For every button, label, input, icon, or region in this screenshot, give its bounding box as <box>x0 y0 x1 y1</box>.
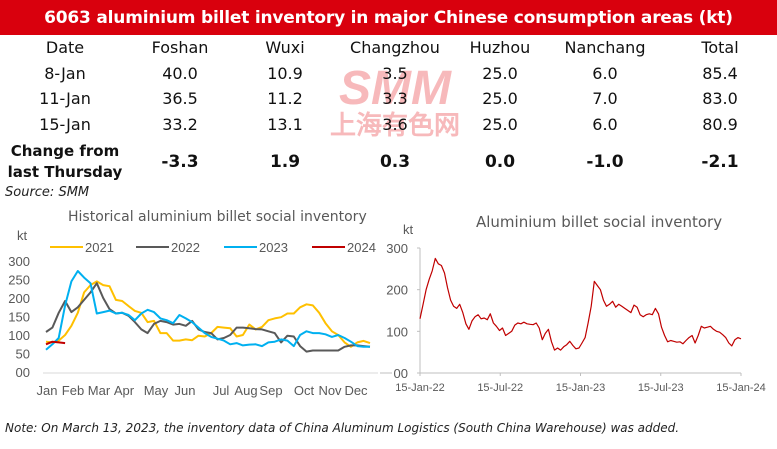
right-y-tick-label: 00 <box>394 366 408 381</box>
series-line-2023 <box>45 270 370 351</box>
left-x-tick-label: Nov <box>318 383 342 398</box>
left-x-tick-label: Sep <box>259 383 282 398</box>
table-row: 11-Jan 36.5 11.2 3.3 25.0 7.0 83.0 <box>0 89 777 113</box>
cell-huzhou: 25.0 <box>482 64 518 83</box>
left-x-tick-label: Jan <box>37 383 58 398</box>
series-line-2022 <box>45 282 371 353</box>
left-y-tick-label: 300 <box>8 254 30 269</box>
right-y-tick-label: 100 <box>386 324 408 339</box>
header-date: Date <box>45 38 85 57</box>
header-nanchang: Nanchang <box>564 38 646 57</box>
left-chart-title: Historical aluminium billet social inven… <box>68 209 367 225</box>
left-x-tick-label: Jun <box>175 383 196 398</box>
cell-wuxi: 11.2 <box>267 89 303 108</box>
right-series-line <box>419 257 742 351</box>
cell-date: 8-Jan <box>44 64 86 83</box>
cell-huzhou: 25.0 <box>482 89 518 108</box>
left-y-tick-label: 100 <box>8 328 30 343</box>
left-x-tick-label: Dec <box>344 383 368 398</box>
left-y-tick-label: 150 <box>8 310 30 325</box>
table-header-row: Date Foshan Wuxi Changzhou Huzhou Nancha… <box>0 38 777 62</box>
header-changzhou: Changzhou <box>350 38 440 57</box>
change-foshan: -3.3 <box>161 152 199 172</box>
series-line-2024 <box>45 340 66 346</box>
right-chart-title: Aluminium billet social inventory <box>476 213 723 231</box>
cell-changzhou: 3.3 <box>382 89 408 108</box>
cell-foshan: 36.5 <box>162 89 198 108</box>
legend-label-2021: 2021 <box>85 240 114 255</box>
left-x-tick-label: Jul <box>213 383 230 398</box>
change-nanchang: -1.0 <box>586 152 624 172</box>
left-x-tick-label: Oct <box>294 383 315 398</box>
cell-total: 80.9 <box>702 115 738 134</box>
left-x-tick-label: Mar <box>88 383 111 398</box>
cell-huzhou: 25.0 <box>482 115 518 134</box>
series-line-2021 <box>45 280 371 348</box>
header-wuxi: Wuxi <box>265 38 305 57</box>
left-y-tick-label: 50 <box>16 347 30 362</box>
table-row: 8-Jan 40.0 10.9 3.5 25.0 6.0 85.4 <box>0 64 777 88</box>
change-label-line2: last Thursday <box>7 163 123 181</box>
change-total: -2.1 <box>701 152 739 172</box>
footnote: Note: On March 13, 2023, the inventory d… <box>5 421 680 435</box>
change-wuxi: 1.9 <box>269 152 301 172</box>
cell-total: 83.0 <box>702 89 738 108</box>
change-label-line1: Change from <box>10 142 120 160</box>
right-x-tick-label: 15-Jan-22 <box>395 382 445 394</box>
legend-label-2024: 2024 <box>347 240 376 255</box>
table-row: 15-Jan 33.2 13.1 3.6 25.0 6.0 80.9 <box>0 115 777 139</box>
right-y-axis-label: kt <box>403 222 414 237</box>
cell-wuxi: 13.1 <box>267 115 303 134</box>
cell-date: 15-Jan <box>39 115 91 134</box>
left-y-tick-label: 250 <box>8 273 30 288</box>
left-x-tick-label: Feb <box>62 383 84 398</box>
legend-label-2022: 2022 <box>171 240 200 255</box>
cell-foshan: 40.0 <box>162 64 198 83</box>
change-huzhou: 0.0 <box>484 152 516 172</box>
cell-wuxi: 10.9 <box>267 64 303 83</box>
change-changzhou: 0.3 <box>379 152 411 172</box>
cell-nanchang: 6.0 <box>592 115 618 134</box>
cell-nanchang: 6.0 <box>592 64 618 83</box>
header-foshan: Foshan <box>151 38 209 57</box>
change-label: Change from last Thursday <box>5 141 125 183</box>
cell-foshan: 33.2 <box>162 115 198 134</box>
right-x-tick-label: 15-Jan-23 <box>556 382 606 394</box>
legend-label-2023: 2023 <box>259 240 288 255</box>
right-x-tick-label: 15-Jul-22 <box>477 382 523 394</box>
left-y-tick-label: 200 <box>8 291 30 306</box>
cell-total: 85.4 <box>702 64 738 83</box>
right-y-tick-label: 300 <box>386 241 408 256</box>
cell-date: 11-Jan <box>39 89 91 108</box>
cell-changzhou: 3.5 <box>382 64 408 83</box>
right-x-tick-label: 15-Jul-23 <box>638 382 684 394</box>
header-total: Total <box>701 38 739 57</box>
right-x-tick-label: 15-Jan-24 <box>716 382 766 394</box>
change-row: Change from last Thursday -3.3 1.9 0.3 0… <box>0 141 777 185</box>
left-x-tick-label: Apr <box>114 383 135 398</box>
cell-changzhou: 3.6 <box>382 115 408 134</box>
left-y-tick-label: 00 <box>16 365 30 380</box>
cell-nanchang: 7.0 <box>592 89 618 108</box>
left-y-axis-label: kt <box>17 228 28 243</box>
header-huzhou: Huzhou <box>469 38 531 57</box>
left-x-tick-label: May <box>144 383 169 398</box>
page-title: 6063 aluminium billet inventory in major… <box>0 0 777 35</box>
right-y-tick-label: 200 <box>386 283 408 298</box>
source-label: Source: SMM <box>5 185 90 200</box>
left-x-tick-label: Aug <box>234 383 257 398</box>
